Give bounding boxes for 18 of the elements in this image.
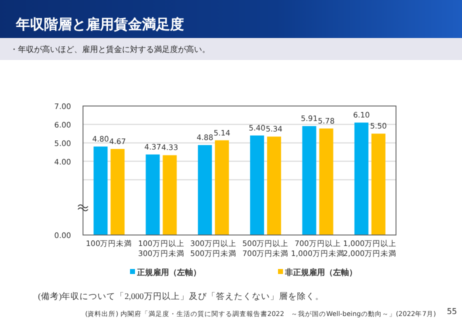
bar bbox=[250, 135, 264, 235]
bar bbox=[354, 122, 368, 235]
text: 55 bbox=[446, 307, 457, 316]
bar bbox=[371, 134, 386, 235]
bar bbox=[198, 145, 212, 235]
chart-subtitle: ・年収が高いほど、雇用と賃金に対する満足度が高い。 bbox=[10, 45, 210, 54]
bar bbox=[267, 136, 282, 235]
legend-label: 非正規雇用（左軸） bbox=[284, 267, 357, 277]
chart-title: 年収階層と雇用賃金満足度 bbox=[15, 16, 184, 33]
bar bbox=[302, 126, 316, 235]
legend-label: 正規雇用（左軸） bbox=[136, 267, 201, 277]
bar bbox=[110, 148, 125, 235]
bar bbox=[214, 140, 229, 235]
bar bbox=[94, 146, 108, 235]
bar bbox=[162, 155, 177, 235]
bar bbox=[319, 128, 334, 235]
text: (備考)年収について「2,000万円以上」及び「答えたくない」層を除く。 bbox=[38, 291, 324, 301]
bar bbox=[146, 154, 160, 235]
